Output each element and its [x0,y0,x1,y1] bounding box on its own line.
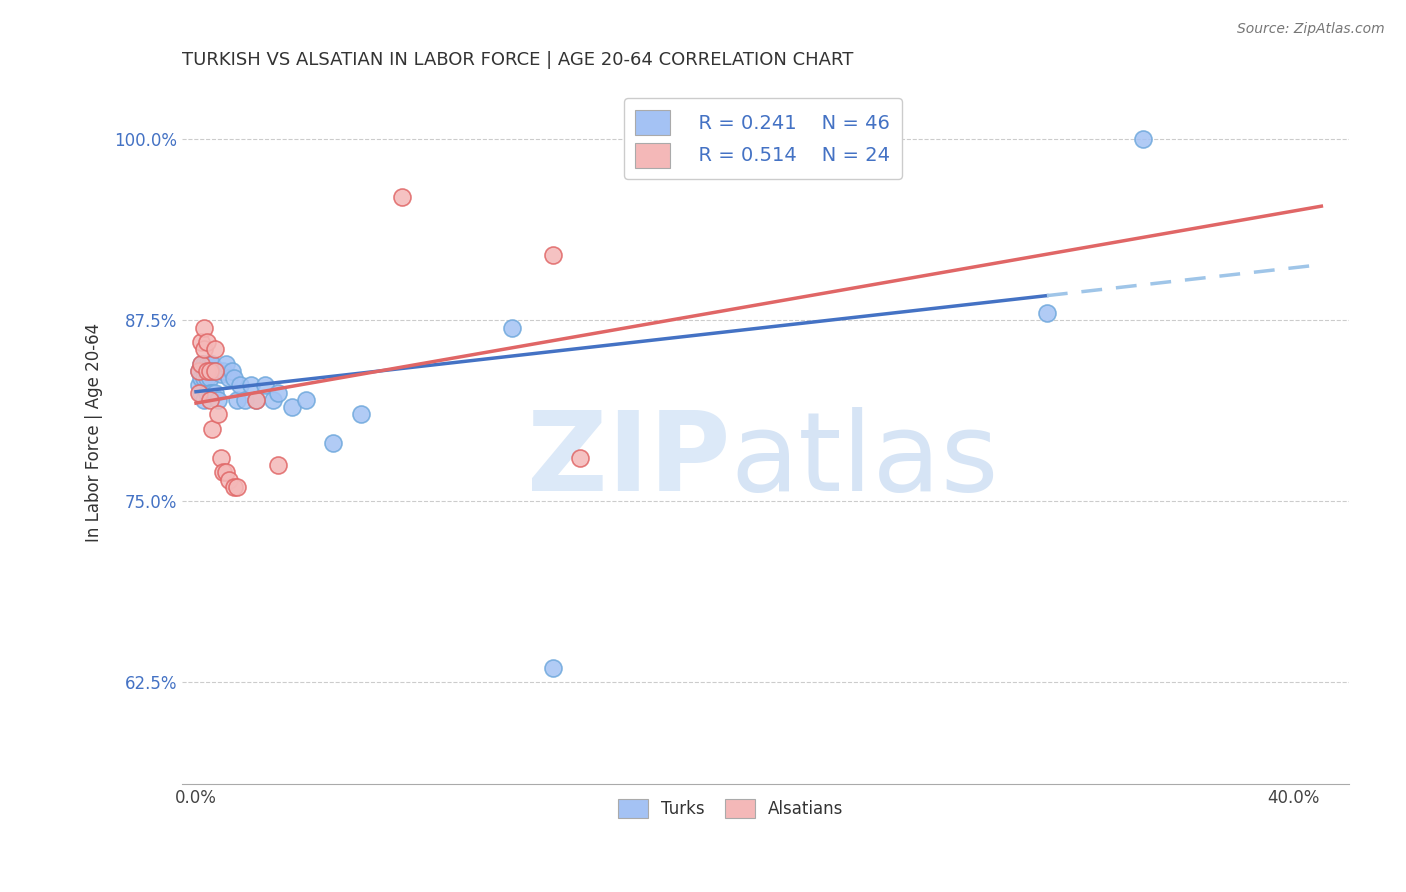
Point [193,371,215,385]
Point [253,378,276,392]
Point [193,320,215,334]
Point [190,357,212,371]
Point [212,364,235,378]
Point [201,385,224,400]
Text: Source: ZipAtlas.com: Source: ZipAtlas.com [1237,22,1385,37]
Point [541,661,564,675]
Point [226,392,249,407]
Point [207,364,229,378]
Point [569,450,592,465]
Point [190,334,212,349]
Point [209,450,232,465]
Point [350,408,373,422]
Point [207,392,229,407]
Point [198,357,221,371]
Point [229,378,252,392]
Point [195,357,218,371]
Point [215,466,238,480]
Point [391,190,413,204]
Point [198,371,221,385]
Point [226,480,249,494]
Legend: Turks, Alsatians: Turks, Alsatians [612,792,851,824]
Point [262,392,284,407]
Y-axis label: In Labor Force | Age 20-64: In Labor Force | Age 20-64 [86,323,103,542]
Point [195,371,218,385]
Point [195,385,218,400]
Point [204,385,226,400]
Point [215,357,238,371]
Point [541,248,564,262]
Point [195,334,218,349]
Point [239,378,262,392]
Point [190,385,212,400]
Point [198,385,221,400]
Point [501,320,523,334]
Point [204,364,226,378]
Point [187,364,209,378]
Point [195,364,218,378]
Point [190,357,212,371]
Point [294,392,316,407]
Point [201,422,224,436]
Point [187,385,209,400]
Point [1132,132,1154,146]
Point [212,466,235,480]
Point [201,364,224,378]
Point [204,343,226,357]
Point [218,371,240,385]
Point [187,364,209,378]
Point [198,364,221,378]
Point [322,436,344,450]
Text: atlas: atlas [731,407,1000,514]
Text: ZIP: ZIP [527,407,731,514]
Point [187,378,209,392]
Point [267,385,290,400]
Point [245,392,267,407]
Text: TURKISH VS ALSATIAN IN LABOR FORCE | AGE 20-64 CORRELATION CHART: TURKISH VS ALSATIAN IN LABOR FORCE | AGE… [183,51,853,69]
Point [193,357,215,371]
Point [193,343,215,357]
Point [198,392,221,407]
Point [198,364,221,378]
Point [281,400,304,414]
Point [195,364,218,378]
Point [224,371,246,385]
Point [201,357,224,371]
Point [1036,306,1059,320]
Point [218,473,240,487]
Point [193,392,215,407]
Point [224,480,246,494]
Point [267,458,290,472]
Point [204,364,226,378]
Point [190,371,212,385]
Point [207,408,229,422]
Point [209,367,232,381]
Point [221,364,243,378]
Point [245,392,267,407]
Point [235,392,257,407]
Point [193,364,215,378]
